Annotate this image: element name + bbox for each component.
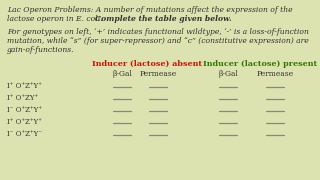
Text: I⁺ O⁺Z⁺Y⁺: I⁺ O⁺Z⁺Y⁺ <box>7 82 42 90</box>
Text: I⁺ O⁺ZY⁺: I⁺ O⁺ZY⁺ <box>7 94 38 102</box>
Text: β-Gal: β-Gal <box>218 70 238 78</box>
Text: Permease: Permease <box>256 70 294 78</box>
Text: Inducer (lactose) present: Inducer (lactose) present <box>203 60 317 68</box>
Text: Permease: Permease <box>140 70 177 78</box>
Text: β-Gal: β-Gal <box>112 70 132 78</box>
Text: I⁻ O⁺Z⁺Y⁺: I⁻ O⁺Z⁺Y⁺ <box>7 106 42 114</box>
Text: I⁻ O⁺Z⁺Y⁻: I⁻ O⁺Z⁺Y⁻ <box>7 130 42 138</box>
Text: mutation, while “s” (for super-repressor) and “c” (constitutive expression) are: mutation, while “s” (for super-repressor… <box>7 37 309 45</box>
Text: lactose operon in E. coli.: lactose operon in E. coli. <box>7 15 105 23</box>
Text: Complete the table given below.: Complete the table given below. <box>95 15 232 23</box>
Text: Inducer (lactose) absent: Inducer (lactose) absent <box>92 60 202 68</box>
Text: I⁺ O⁺Z⁺Y⁺: I⁺ O⁺Z⁺Y⁺ <box>7 118 42 126</box>
Text: Lac Operon Problems: A number of mutations affect the expression of the: Lac Operon Problems: A number of mutatio… <box>7 6 292 14</box>
Text: For genotypes on left, ‘+’ indicates functional wildtype, ‘-’ is a loss-of-funct: For genotypes on left, ‘+’ indicates fun… <box>7 28 309 36</box>
Text: gain-of-functions.: gain-of-functions. <box>7 46 75 54</box>
